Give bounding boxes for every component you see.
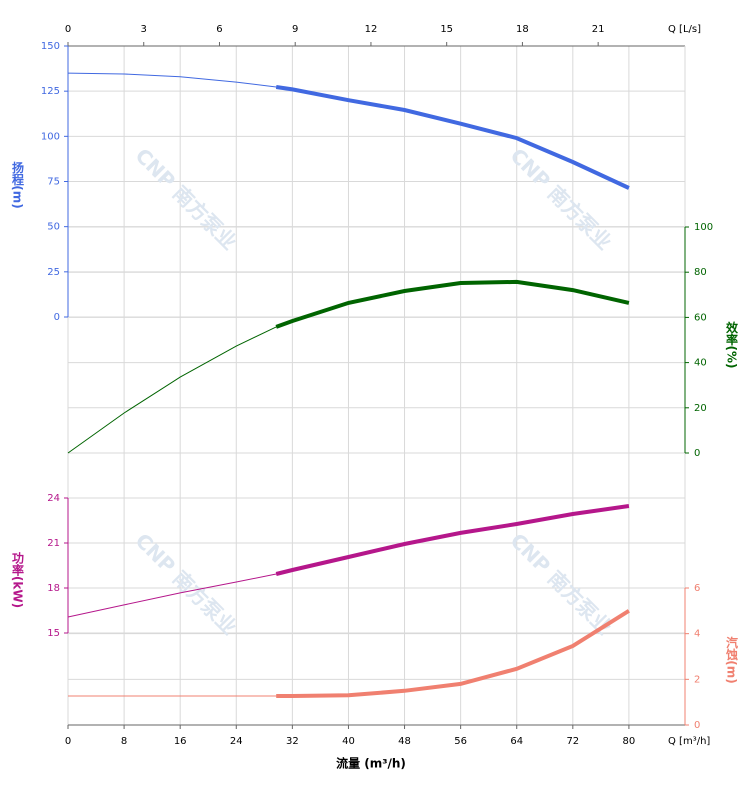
y-tick-label: 6 (694, 583, 700, 594)
x2-unit-label: Q [L/s] (668, 24, 701, 35)
y-axis-title: 汽蚀(m) (725, 635, 739, 684)
watermark: CNP 南方泵业 (506, 528, 617, 639)
y-tick-label: 150 (41, 41, 60, 52)
y-tick-label: 60 (694, 312, 707, 323)
x2-tick-label: 3 (141, 24, 147, 35)
y-axis-title: 功率(kW) (11, 550, 25, 608)
y-tick-label: 21 (47, 538, 60, 549)
x2-tick-label: 21 (592, 24, 605, 35)
y-tick-label: 4 (694, 629, 700, 640)
x-tick-label: 72 (566, 736, 579, 747)
x-axis-title: 流量 (m³/h) (336, 756, 406, 771)
y-tick-label: 75 (47, 177, 60, 188)
y-tick-label: 0 (694, 448, 700, 459)
y-tick-label: 0 (694, 720, 700, 731)
y-tick-label: 0 (54, 312, 60, 323)
y-tick-label: 125 (41, 86, 60, 97)
x2-tick-label: 6 (216, 24, 222, 35)
x-unit-label: Q [m³/h] (668, 736, 710, 747)
x2-tick-label: 12 (365, 24, 378, 35)
y-tick-label: 24 (47, 493, 60, 504)
curve-duty (276, 609, 630, 698)
x-tick-label: 32 (286, 736, 299, 747)
x-tick-label: 48 (398, 736, 411, 747)
x2-tick-label: 18 (516, 24, 529, 35)
y-tick-label: 18 (47, 583, 60, 594)
y-tick-label: 40 (694, 358, 707, 369)
y-tick-label: 15 (47, 628, 60, 639)
watermark: CNP 南方泵业 (131, 143, 242, 254)
x-tick-label: 40 (342, 736, 355, 747)
y-tick-label: 100 (41, 131, 60, 142)
y-tick-label: 80 (694, 267, 707, 278)
y-axis-title: 扬程(m) (11, 160, 25, 209)
watermark: CNP 南方泵业 (506, 143, 617, 254)
y-tick-label: 50 (47, 222, 60, 233)
x-tick-label: 64 (510, 736, 523, 747)
x-tick-label: 16 (174, 736, 187, 747)
x2-tick-label: 9 (292, 24, 298, 35)
x-tick-label: 8 (121, 736, 127, 747)
y-tick-label: 25 (47, 267, 60, 278)
x-tick-label: 24 (230, 736, 243, 747)
y-tick-label: 20 (694, 403, 707, 414)
x2-tick-label: 0 (65, 24, 71, 35)
curve-duty (275, 279, 630, 329)
x-tick-label: 0 (65, 736, 71, 747)
y-tick-label: 100 (694, 222, 713, 233)
curve-duty (275, 504, 630, 576)
curve-duty (275, 85, 630, 190)
x2-tick-label: 15 (440, 24, 453, 35)
y-axis-title: 效率(%) (725, 320, 739, 368)
x-tick-label: 80 (623, 736, 636, 747)
y-tick-label: 2 (694, 674, 700, 685)
x-tick-label: 56 (454, 736, 467, 747)
